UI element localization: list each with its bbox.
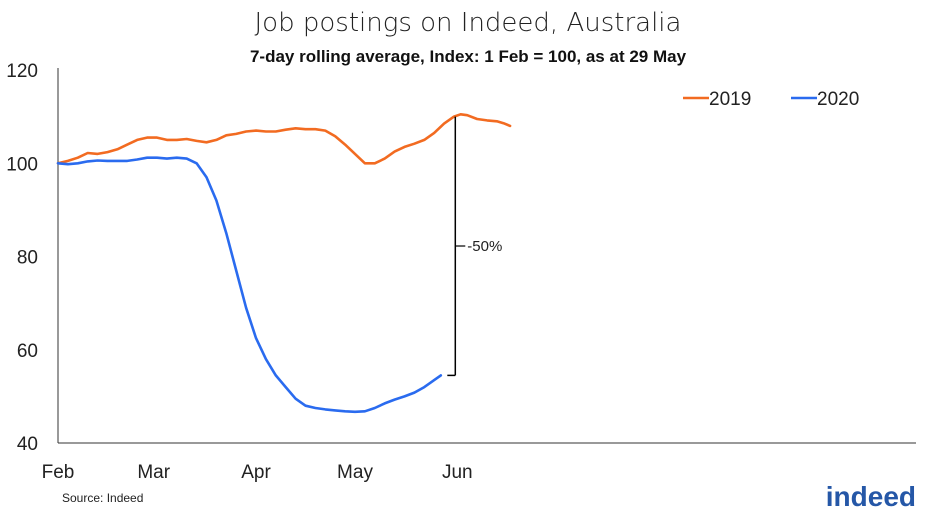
source-note: Source: Indeed [62,491,143,505]
legend-label-2020: 2020 [817,89,859,110]
chart-subtitle: 7-day rolling average, Index: 1 Feb = 10… [250,47,687,66]
y-tick-label: 120 [6,61,38,82]
annotation: -50% [447,116,502,377]
x-tick-label: Feb [42,462,75,483]
annotation-label: -50% [467,238,502,255]
x-tick-label: Apr [241,462,271,483]
x-tick-label: May [337,462,373,483]
indeed-logo: indeed [826,481,916,512]
y-tick-label: 80 [17,248,38,269]
y-tick-label: 100 [6,154,38,175]
y-tick-label: 40 [17,434,38,455]
x-tick-label: Mar [137,462,170,483]
y-tick-label: 60 [17,341,38,362]
series-line-2019 [56,113,512,165]
x-axis-ticks: Feb Mar Apr May Jun [42,462,473,483]
legend: 2019 2020 [683,89,859,110]
axes [57,68,916,444]
x-tick-label: Jun [442,462,473,483]
legend-label-2019: 2019 [709,89,751,110]
y-axis-ticks: 40 60 80 100 120 [6,61,38,455]
chart-title: Job postings on Indeed, Australia [255,8,682,38]
series-lines [56,113,512,414]
series-line-2020 [56,156,443,414]
